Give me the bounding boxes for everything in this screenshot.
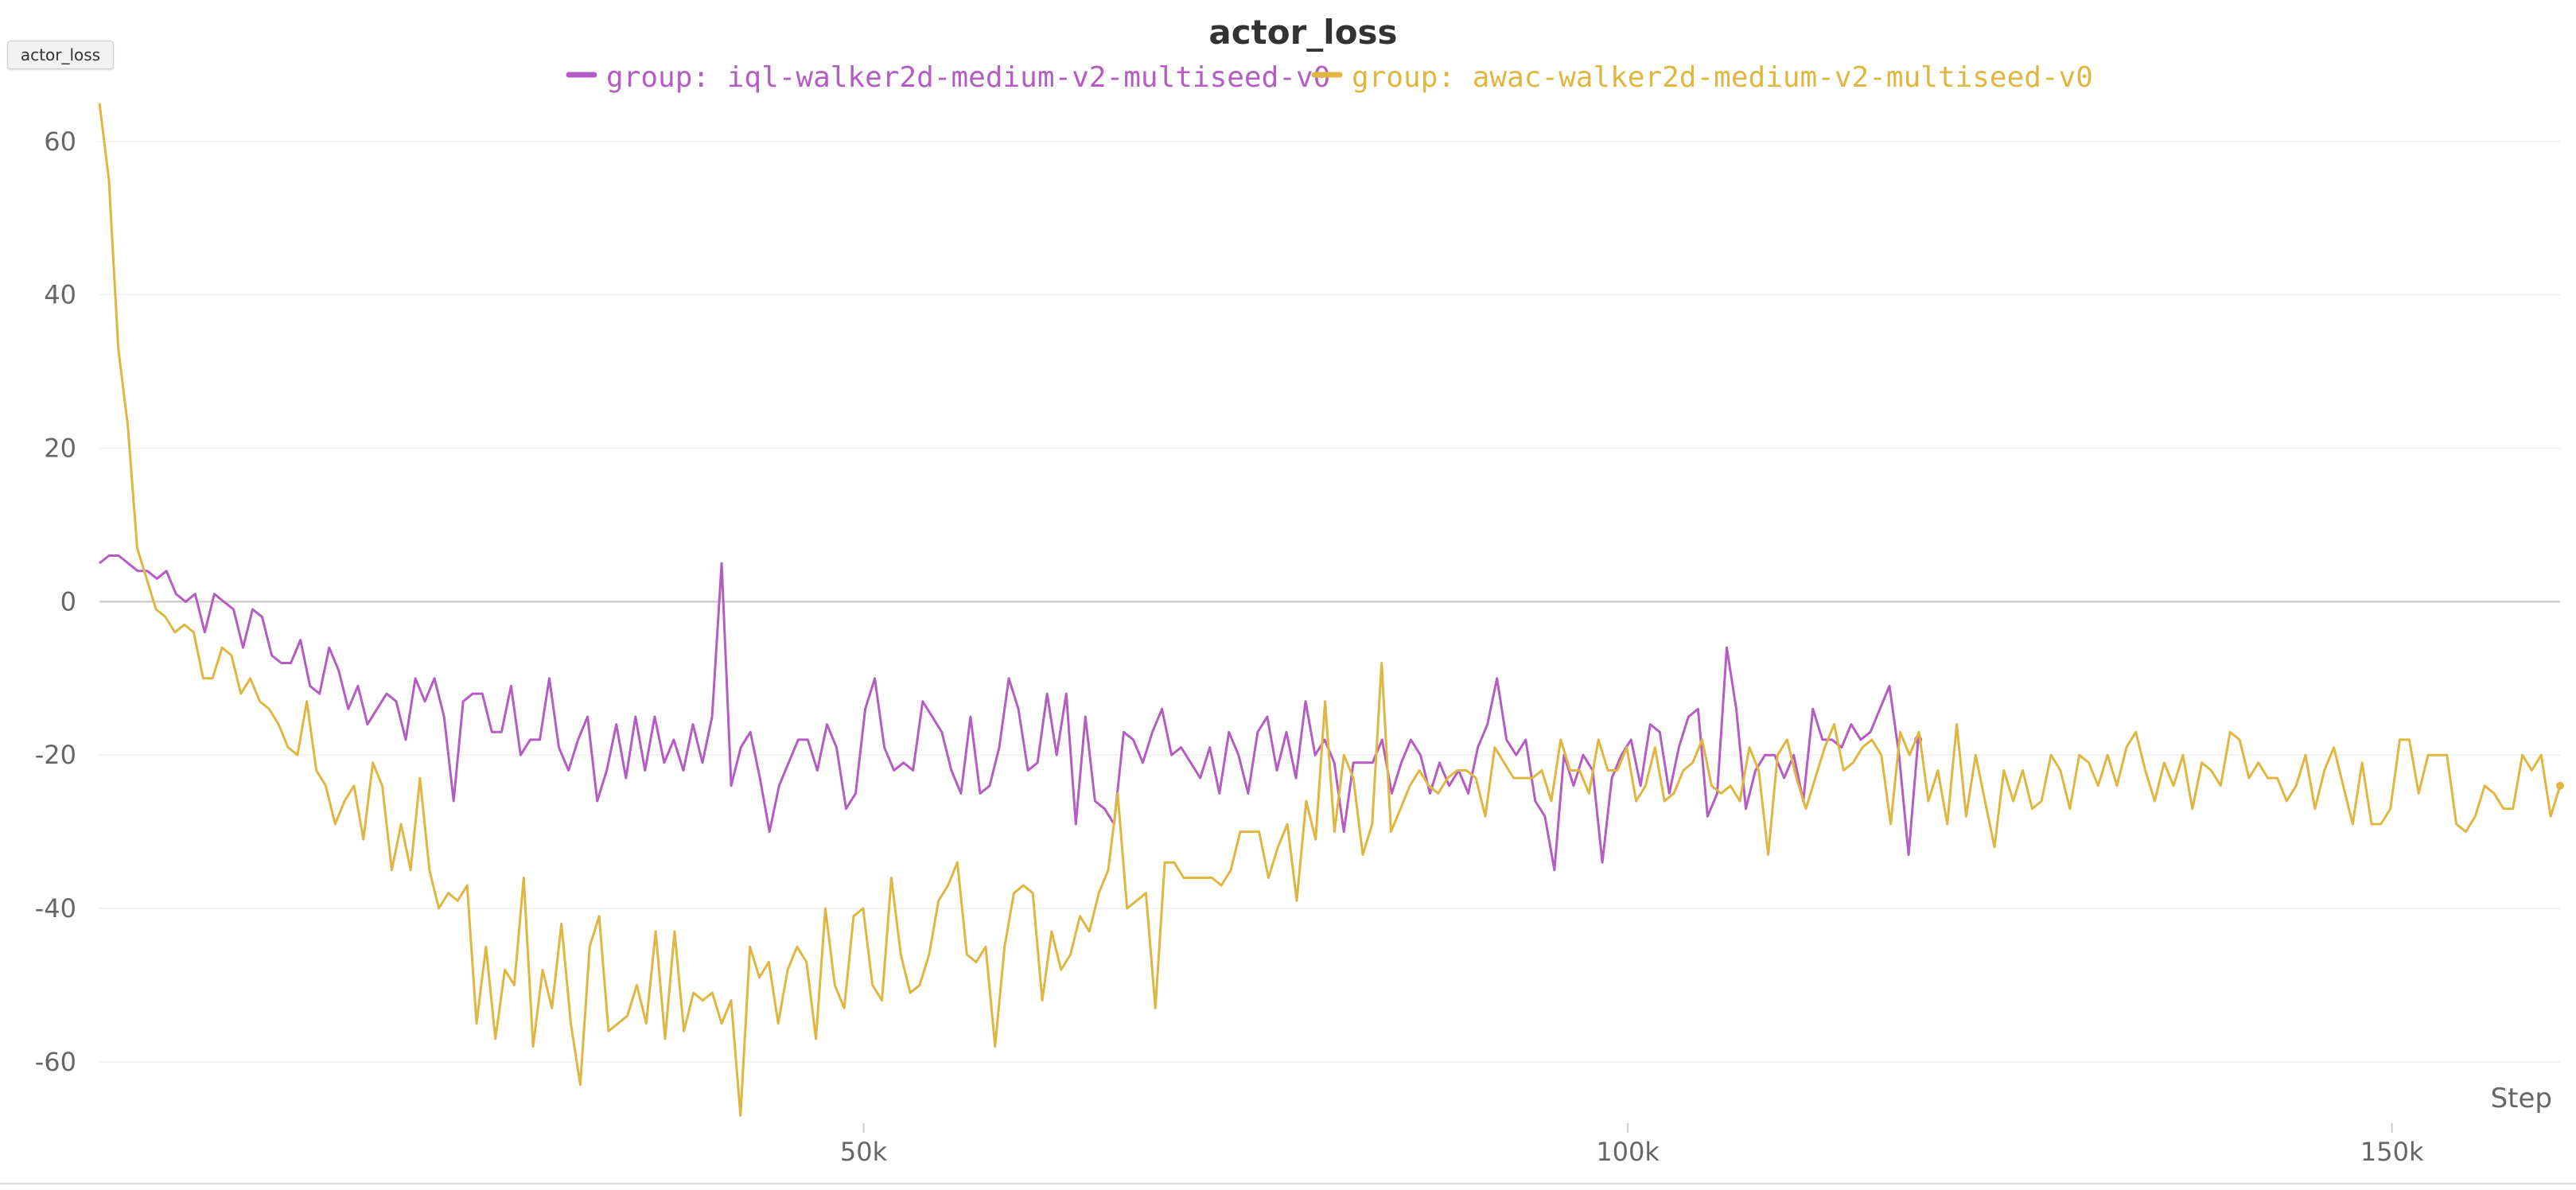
legend-item-iql[interactable]: group: iql-walker2d-medium-v2-multiseed-… bbox=[566, 61, 1330, 94]
grid-lines bbox=[99, 141, 2560, 1063]
x-axis-ticks: 50k 100k 150k bbox=[840, 1123, 2424, 1167]
x-tick-label: 150k bbox=[2360, 1137, 2424, 1167]
y-tick-label: -20 bbox=[35, 740, 76, 770]
y-tick-label: -40 bbox=[35, 893, 76, 924]
legend-label-awac: group: awac-walker2d-medium-v2-multiseed… bbox=[1352, 61, 2093, 94]
y-tick-label: 20 bbox=[44, 434, 76, 464]
y-tick-label: 60 bbox=[44, 126, 76, 157]
series-line-awac[interactable] bbox=[98, 103, 2562, 1117]
y-tick-label: -60 bbox=[35, 1047, 76, 1077]
series-line-iql[interactable] bbox=[99, 554, 1920, 872]
x-tick-label: 50k bbox=[840, 1137, 888, 1167]
panel-tag[interactable]: actor_loss bbox=[7, 41, 114, 69]
y-tick-label: 40 bbox=[44, 280, 76, 310]
legend-item-awac[interactable]: group: awac-walker2d-medium-v2-multiseed… bbox=[1311, 61, 2093, 94]
chart-title: actor_loss bbox=[1208, 13, 1397, 52]
y-axis-ticks: 60 40 20 0 -20 -40 -60 bbox=[35, 126, 76, 1077]
y-tick-label: 0 bbox=[60, 586, 76, 616]
legend-label-iql: group: iql-walker2d-medium-v2-multiseed-… bbox=[606, 61, 1330, 94]
legend: group: iql-walker2d-medium-v2-multiseed-… bbox=[566, 61, 2093, 94]
x-axis-label: Step bbox=[2491, 1083, 2552, 1114]
series-lines bbox=[98, 103, 2564, 1117]
series-endpoint-awac bbox=[2556, 781, 2564, 790]
x-tick-label: 100k bbox=[1596, 1137, 1660, 1167]
